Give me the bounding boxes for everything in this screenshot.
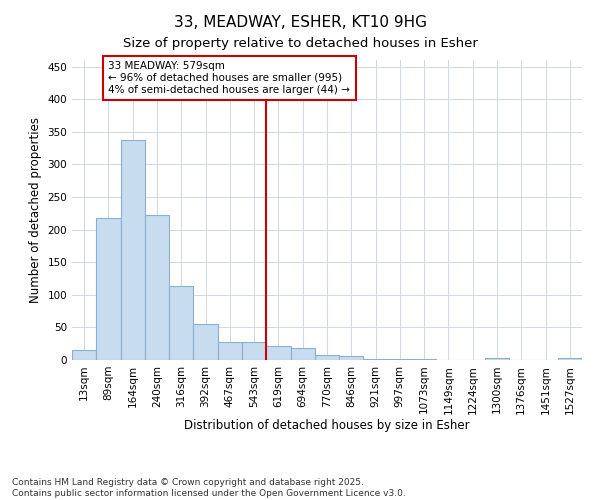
Bar xyxy=(121,140,145,360)
Text: 33, MEADWAY, ESHER, KT10 9HG: 33, MEADWAY, ESHER, KT10 9HG xyxy=(173,15,427,30)
Bar xyxy=(218,342,242,360)
Bar xyxy=(72,350,96,360)
Text: Contains HM Land Registry data © Crown copyright and database right 2025.
Contai: Contains HM Land Registry data © Crown c… xyxy=(12,478,406,498)
Bar xyxy=(485,358,509,360)
Bar xyxy=(315,355,339,360)
Bar xyxy=(339,356,364,360)
Bar xyxy=(290,348,315,360)
Bar xyxy=(242,342,266,360)
Text: Size of property relative to detached houses in Esher: Size of property relative to detached ho… xyxy=(122,38,478,51)
Bar xyxy=(558,358,582,360)
Text: 33 MEADWAY: 579sqm
← 96% of detached houses are smaller (995)
4% of semi-detache: 33 MEADWAY: 579sqm ← 96% of detached hou… xyxy=(109,62,350,94)
Bar xyxy=(169,286,193,360)
Y-axis label: Number of detached properties: Number of detached properties xyxy=(29,117,42,303)
X-axis label: Distribution of detached houses by size in Esher: Distribution of detached houses by size … xyxy=(184,419,470,432)
Bar xyxy=(96,218,121,360)
Bar xyxy=(266,346,290,360)
Bar xyxy=(193,324,218,360)
Bar xyxy=(145,215,169,360)
